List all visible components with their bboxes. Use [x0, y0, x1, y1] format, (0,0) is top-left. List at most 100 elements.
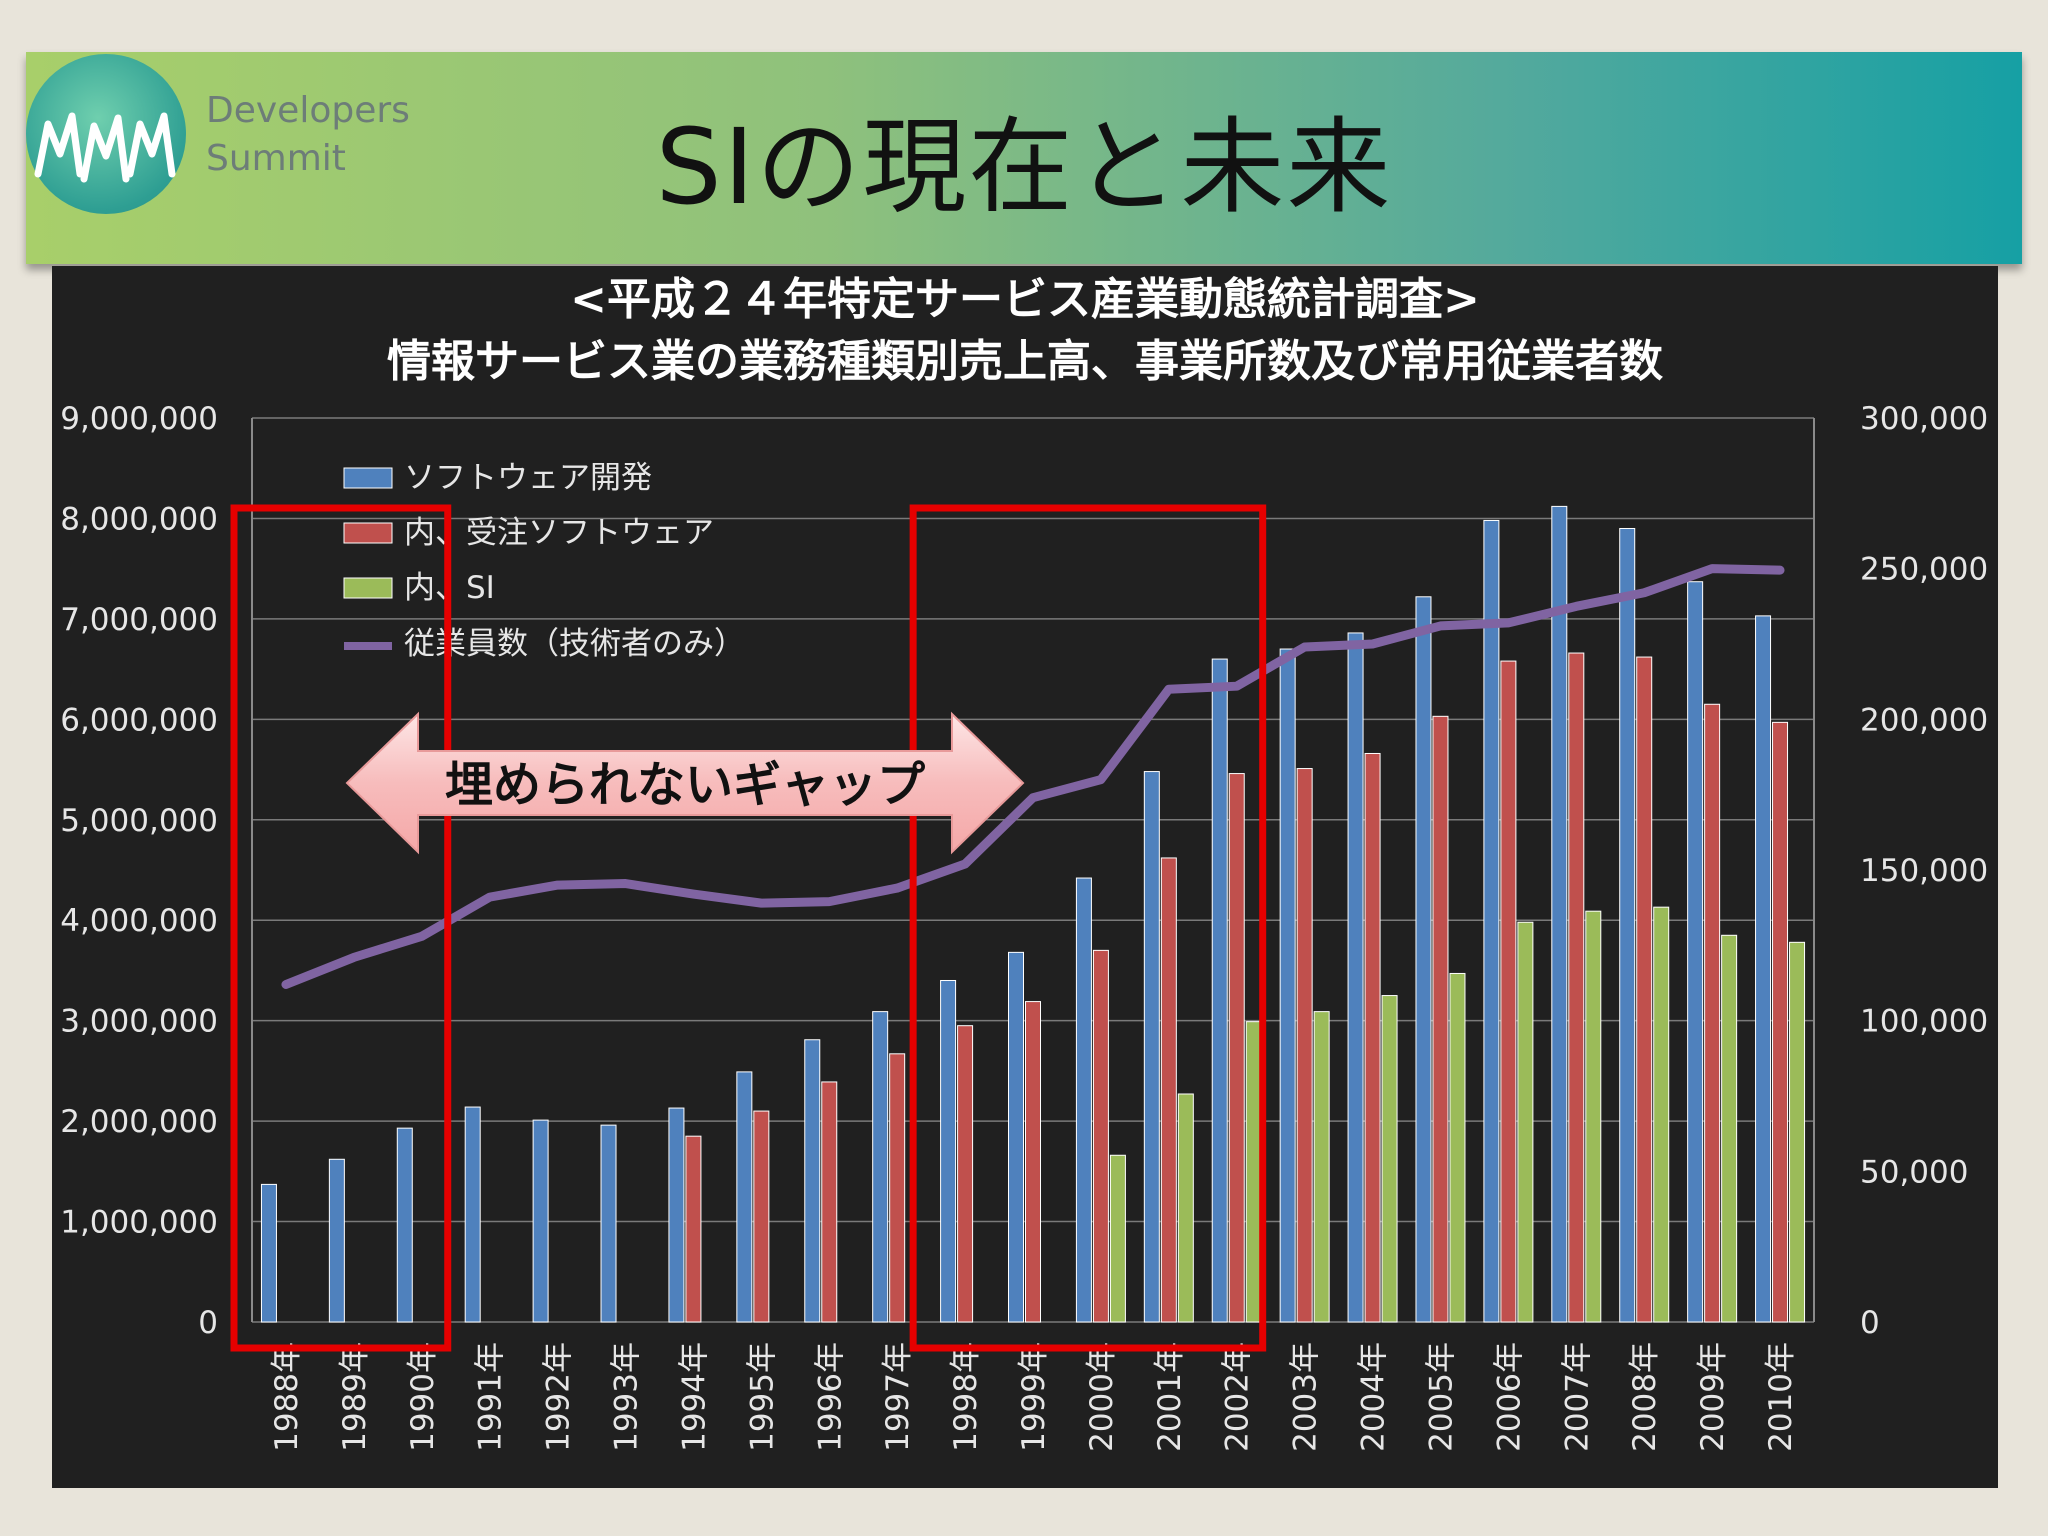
x-tick-label: 1995年	[744, 1342, 780, 1452]
right-tick-label: 300,000	[1860, 401, 1988, 437]
legend-label-0: ソフトウェア開発	[404, 460, 652, 496]
right-tick-label: 250,000	[1860, 552, 1988, 588]
bar-series2-21	[1721, 934, 1738, 1323]
legend-swatch-1	[343, 522, 393, 544]
title-banner: Developers Summit	[26, 52, 2022, 264]
bar-series1-18	[1500, 660, 1517, 1323]
x-tick-label: 2005年	[1423, 1342, 1459, 1452]
bar-series0-13	[1143, 771, 1160, 1323]
x-tick-label: 1996年	[812, 1342, 848, 1452]
x-tick-label: 2004年	[1356, 1342, 1392, 1452]
bar-series0-4	[532, 1119, 549, 1323]
bar-series1-15	[1296, 768, 1313, 1323]
left-tick-label: 7,000,000	[60, 602, 218, 638]
bar-series0-16	[1347, 632, 1364, 1323]
left-tick-label: 2,000,000	[60, 1104, 218, 1140]
brand-line2: Summit	[206, 138, 346, 179]
bar-series1-22	[1772, 721, 1789, 1323]
bar-series1-9	[889, 1053, 906, 1323]
brand-line1: Developers	[206, 90, 410, 131]
bar-series2-18	[1517, 921, 1534, 1323]
right-tick-label: 50,000	[1860, 1154, 1968, 1190]
bar-series2-12	[1109, 1154, 1126, 1323]
bar-series0-3	[464, 1106, 481, 1323]
page-title: SIの現在と未来	[655, 106, 1393, 228]
x-tick-label: 2006年	[1491, 1342, 1527, 1452]
bar-series0-11	[1008, 951, 1024, 1323]
right-tick-label: 150,000	[1860, 853, 1988, 889]
left-tick-label: 6,000,000	[60, 702, 218, 738]
double-arrow-shape	[345, 711, 1025, 855]
x-tick-label: 2003年	[1288, 1342, 1324, 1452]
chart-subtitle: 情報サービス業の業務種類別売上高、事業所数及び常用従業者数	[387, 336, 1663, 387]
x-tick-label: 2001年	[1152, 1342, 1188, 1452]
bar-series0-0	[260, 1183, 277, 1323]
bar-series2-16	[1381, 995, 1398, 1323]
x-tick-label: 1998年	[948, 1342, 984, 1452]
bar-series1-14	[1228, 773, 1245, 1323]
bar-series0-1	[328, 1158, 345, 1323]
employee-polyline	[281, 564, 1785, 990]
developers-summit-logo	[26, 54, 186, 214]
bars	[260, 505, 1806, 1323]
highlight-box-1	[909, 504, 1267, 1352]
bar-series1-21	[1704, 703, 1721, 1323]
bar-series1-17	[1432, 715, 1449, 1323]
legend-label-3: 従業員数（技術者のみ）	[404, 626, 745, 662]
x-tick-label: 2002年	[1220, 1342, 1256, 1452]
bar-series0-6	[668, 1107, 685, 1323]
x-tick-label: 1989年	[337, 1342, 373, 1452]
bar-series0-19	[1551, 505, 1568, 1323]
bar-series0-10	[940, 979, 957, 1323]
right-tick-label: 100,000	[1860, 1004, 1988, 1040]
right-tick-label: 0	[1860, 1305, 1880, 1341]
x-tick-label: 1994年	[676, 1342, 712, 1452]
bar-series1-16	[1364, 752, 1381, 1323]
bar-series0-9	[872, 1011, 889, 1323]
x-tick-label: 1990年	[405, 1342, 441, 1452]
legend-swatch-2	[343, 577, 393, 599]
bar-series0-21	[1687, 581, 1704, 1323]
bar-series2-15	[1313, 1011, 1330, 1323]
x-axis-ticks: 1988年 1989年 1990年 1991年 1992年 1993年 1994年 1995年…	[269, 1342, 1799, 1452]
bar-series0-7	[736, 1071, 753, 1323]
x-tick-label: 2008年	[1627, 1342, 1663, 1452]
left-tick-label: 8,000,000	[60, 501, 218, 537]
chart-svg: <平成２４年特定サービス産業動態統計調査> 情報サービス業の業務種類別売上高、事…	[60, 274, 1988, 1452]
x-tick-label: 1993年	[609, 1342, 645, 1452]
left-tick-label: 1,000,000	[60, 1205, 218, 1241]
bar-series2-20	[1653, 906, 1670, 1323]
bar-series1-10	[957, 1025, 974, 1323]
left-tick-label: 9,000,000	[60, 401, 218, 437]
gap-label: 埋められないギャップ	[445, 757, 925, 813]
bar-series0-5	[600, 1124, 617, 1323]
bar-series2-19	[1585, 910, 1602, 1323]
right-tick-label: 200,000	[1860, 702, 1988, 738]
bar-series1-8	[821, 1081, 838, 1323]
x-tick-label: 2000年	[1084, 1342, 1120, 1452]
bar-series1-19	[1568, 652, 1585, 1323]
bar-series1-20	[1636, 656, 1653, 1323]
bar-series1-13	[1160, 857, 1177, 1323]
bar-series2-13	[1177, 1093, 1194, 1323]
bar-series0-12	[1075, 877, 1092, 1323]
x-tick-label: 2007年	[1559, 1342, 1595, 1452]
legend-swatch-0	[343, 467, 393, 489]
x-tick-label: 1992年	[541, 1342, 577, 1452]
x-tick-label: 1997年	[880, 1342, 916, 1452]
bar-series0-8	[804, 1039, 821, 1323]
bar-series1-11	[1025, 1001, 1041, 1323]
left-tick-label: 4,000,000	[60, 903, 218, 939]
bar-series1-6	[685, 1135, 702, 1323]
x-tick-label: 2009年	[1695, 1342, 1731, 1452]
x-tick-label: 2010年	[1763, 1342, 1799, 1452]
employee-line	[281, 564, 1785, 990]
bar-series0-2	[396, 1127, 413, 1323]
chart-title: <平成２４年特定サービス産業動態統計調査>	[570, 274, 1480, 325]
left-axis-ticks: 0 1,000,000 2,000,000 3,000,000 4,000,000 5,0…	[60, 401, 218, 1341]
gap-arrow: 埋められないギャップ	[345, 711, 1025, 855]
bar-series0-20	[1619, 527, 1636, 1323]
bar-series0-17	[1415, 596, 1432, 1323]
left-tick-label: 5,000,000	[60, 803, 218, 839]
